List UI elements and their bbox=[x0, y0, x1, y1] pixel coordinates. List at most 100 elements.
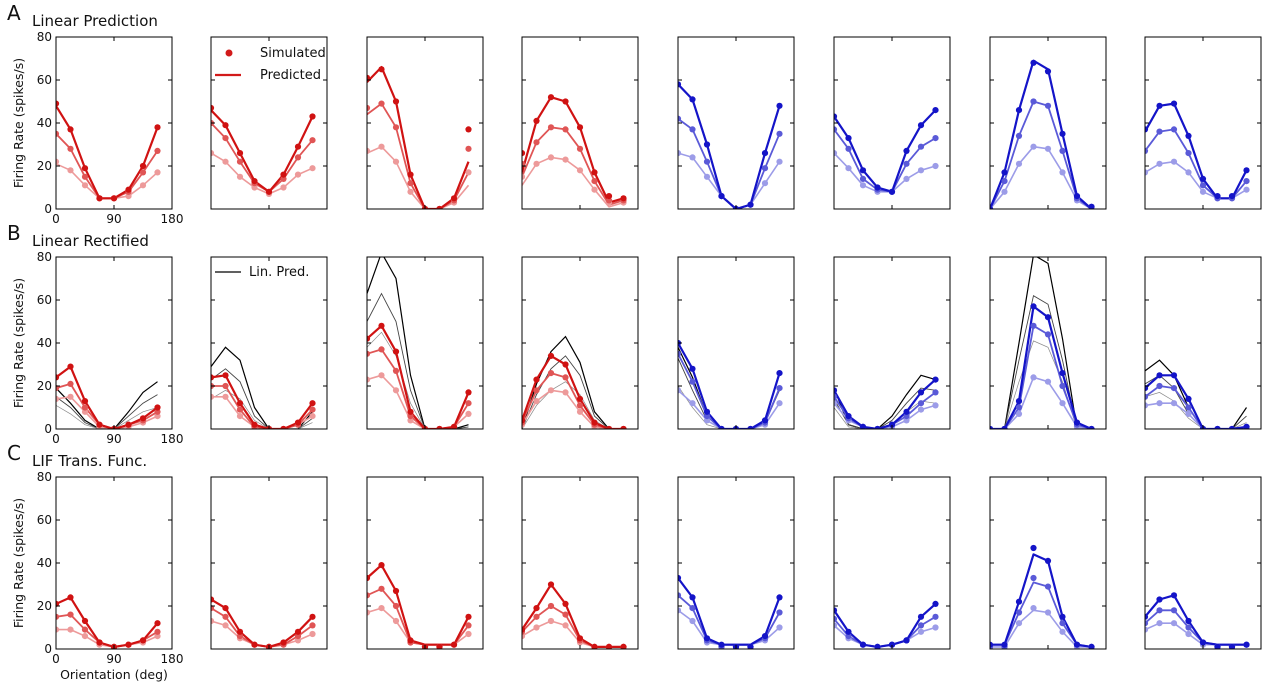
simulated-point bbox=[407, 413, 414, 420]
simulated-point bbox=[67, 393, 74, 400]
simulated-point bbox=[1156, 620, 1163, 627]
simulated-point bbox=[834, 150, 838, 157]
plot-area bbox=[678, 339, 783, 429]
simulated-point bbox=[1243, 167, 1250, 174]
simulated-point bbox=[689, 154, 696, 161]
simulated-point bbox=[1015, 107, 1023, 114]
simulated-point bbox=[703, 635, 711, 642]
simulated-point bbox=[761, 417, 769, 424]
simulated-point bbox=[56, 613, 60, 620]
simulated-point bbox=[56, 385, 60, 392]
simulated-point bbox=[392, 587, 400, 595]
simulated-point bbox=[845, 135, 852, 142]
simulated-point bbox=[1185, 395, 1192, 402]
simulated-point bbox=[576, 167, 584, 174]
simulated-point bbox=[1044, 609, 1052, 616]
simulated-point bbox=[236, 413, 244, 420]
simulated-point bbox=[533, 624, 540, 631]
simulated-point bbox=[56, 626, 60, 633]
simulated-point bbox=[689, 605, 696, 612]
simulated-point bbox=[1015, 620, 1023, 627]
y-tick-label: 0 bbox=[44, 642, 52, 656]
y-tick-label: 20 bbox=[37, 379, 52, 393]
simulated-point bbox=[1044, 583, 1052, 590]
simulated-point bbox=[1156, 160, 1163, 167]
simulated-point bbox=[761, 165, 769, 172]
linear-prediction-line bbox=[367, 257, 469, 429]
simulated-point bbox=[591, 419, 598, 426]
simulated-point bbox=[1059, 370, 1066, 377]
simulated-point bbox=[1073, 641, 1081, 648]
simulated-point bbox=[689, 378, 696, 385]
simulated-point bbox=[378, 585, 385, 592]
predicted-line bbox=[1145, 594, 1247, 646]
simulated-point bbox=[591, 643, 598, 649]
simulated-point bbox=[1030, 303, 1037, 310]
simulated-point bbox=[903, 160, 910, 167]
y-tick-label: 60 bbox=[37, 293, 52, 307]
simulated-point bbox=[294, 628, 302, 635]
simulated-point bbox=[125, 186, 132, 193]
linear-prediction-line bbox=[990, 294, 1092, 429]
simulated-point bbox=[392, 602, 400, 610]
simulated-point bbox=[1185, 150, 1192, 157]
panel-frame bbox=[521, 36, 639, 210]
simulated-point bbox=[932, 600, 939, 608]
simulated-point bbox=[1030, 574, 1037, 582]
panel-a-1 bbox=[55, 36, 173, 210]
simulated-point bbox=[1015, 160, 1023, 167]
panel-frame bbox=[210, 476, 328, 650]
plot-area bbox=[1145, 359, 1250, 429]
simulated-point bbox=[747, 643, 754, 649]
panel-frame bbox=[989, 36, 1107, 210]
simulated-point bbox=[211, 596, 215, 603]
simulated-point bbox=[620, 425, 627, 429]
panel-frame bbox=[677, 36, 795, 210]
simulated-point bbox=[1044, 314, 1052, 321]
simulated-point bbox=[67, 126, 74, 133]
simulated-point bbox=[125, 193, 132, 200]
simulated-point bbox=[222, 122, 229, 129]
simulated-point bbox=[1088, 203, 1095, 209]
panel-frame bbox=[677, 476, 795, 650]
simulated-point bbox=[522, 417, 526, 424]
simulated-point bbox=[591, 186, 598, 193]
simulated-point bbox=[392, 158, 400, 165]
panel-a-6 bbox=[833, 36, 951, 210]
simulated-point bbox=[903, 175, 910, 182]
simulated-point bbox=[1044, 68, 1052, 75]
plot-area bbox=[522, 94, 627, 208]
plot-area bbox=[56, 100, 161, 202]
simulated-point bbox=[1156, 128, 1163, 135]
simulated-point bbox=[1170, 385, 1178, 392]
simulated-point bbox=[562, 611, 569, 618]
predicted-line bbox=[56, 105, 159, 200]
simulated-point bbox=[533, 613, 540, 620]
simulated-point bbox=[367, 335, 371, 342]
simulated-point bbox=[392, 387, 400, 394]
simulated-point bbox=[265, 188, 273, 195]
simulated-point bbox=[932, 107, 939, 114]
simulated-point bbox=[547, 352, 555, 359]
linear-prediction-line bbox=[211, 368, 313, 429]
simulated-point bbox=[576, 402, 584, 409]
simulated-point bbox=[1044, 331, 1052, 338]
simulated-point bbox=[81, 182, 89, 189]
simulated-point bbox=[562, 374, 569, 381]
simulated-point bbox=[1199, 182, 1207, 189]
simulated-point bbox=[678, 350, 682, 357]
plot-area bbox=[834, 600, 939, 649]
simulated-point bbox=[1214, 425, 1221, 429]
simulated-point bbox=[465, 613, 472, 620]
predicted-line bbox=[367, 348, 470, 429]
simulated-point bbox=[1199, 639, 1207, 646]
simulated-point bbox=[761, 180, 769, 187]
simulated-point bbox=[1170, 158, 1178, 165]
y-tick-label: 40 bbox=[37, 336, 52, 350]
simulated-point bbox=[378, 346, 385, 353]
simulated-point bbox=[576, 124, 584, 131]
row-letter: B bbox=[7, 221, 21, 245]
simulated-point bbox=[522, 626, 526, 633]
simulated-point bbox=[874, 425, 881, 429]
simulated-point bbox=[533, 605, 540, 612]
